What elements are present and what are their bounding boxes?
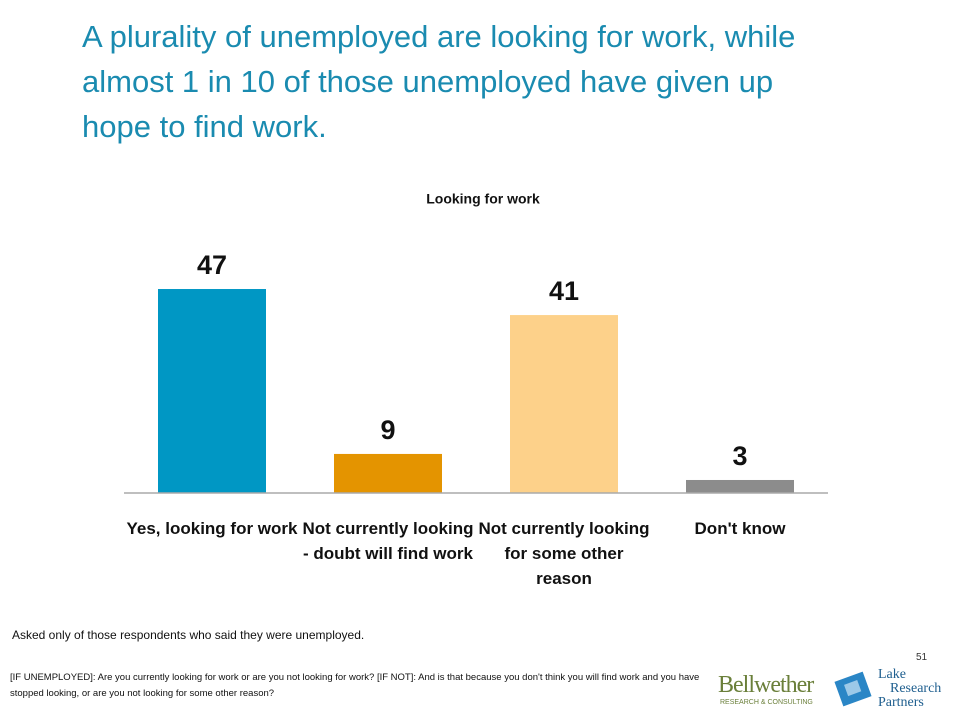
footnote: [IF UNEMPLOYED]: Are you currently looki… (10, 672, 700, 699)
logo-text: Bellwether (718, 672, 814, 698)
bar (334, 453, 442, 493)
bar (158, 289, 266, 493)
note: Asked only of those respondents who said… (12, 628, 365, 642)
slide-title: A plurality of unemployed are looking fo… (82, 19, 796, 144)
chart-subtitle: Looking for work (426, 191, 540, 207)
logo-text: Lake (878, 667, 906, 682)
x-tick-label: Not currently looking for some other rea… (478, 519, 650, 588)
data-label: 9 (380, 415, 395, 445)
page-number: 51 (916, 652, 928, 663)
logo-icon (844, 680, 862, 697)
data-label: 47 (197, 250, 227, 280)
x-tick-label: Don't know (694, 519, 786, 538)
x-tick-label: Not currently looking - doubt will find … (302, 519, 474, 563)
bar (686, 479, 794, 493)
logo-text: Research & Consulting (720, 699, 813, 706)
logo-text: Research (890, 681, 942, 696)
data-label: 41 (549, 276, 579, 306)
data-label: 3 (732, 441, 747, 471)
logo-text: Partners (878, 695, 924, 710)
x-tick-label: Yes, looking for work (126, 519, 298, 538)
bar (510, 315, 618, 493)
logo-text: Lake Research Partners (878, 668, 941, 710)
